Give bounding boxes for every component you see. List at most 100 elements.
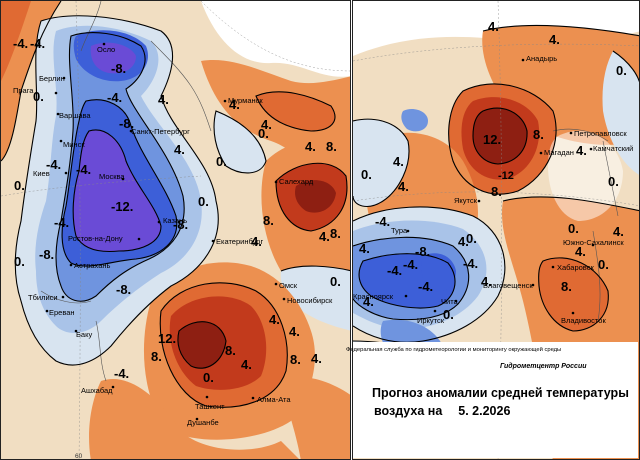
isotherm-label: 8. — [263, 213, 274, 228]
isotherm-label: -8. — [39, 247, 54, 262]
city-label: Санкт-Петербург — [131, 127, 190, 136]
isotherm-label: -4. — [76, 162, 91, 177]
oslo-deep-cold — [90, 42, 136, 74]
isotherm-label: 0. — [466, 231, 477, 246]
isotherm-label: 4. — [269, 312, 280, 327]
map-title-line2: воздуха на 5. 2.2026 — [374, 404, 510, 418]
moscow-deep-cold — [73, 130, 161, 252]
isotherm-label: -12. — [111, 199, 133, 214]
isotherm-label: 4. — [488, 19, 499, 34]
isotherm-label: -4. — [46, 157, 61, 172]
isotherm-label: 4. — [289, 324, 300, 339]
coastline-caspian — [95, 320, 107, 382]
isotherm-label: 4. — [261, 117, 272, 132]
very-hot-kazakhstan — [177, 321, 226, 369]
isotherm-label: 4. — [576, 143, 587, 158]
isotherm-label: 8. — [561, 279, 572, 294]
isotherm-label: 4. — [305, 139, 316, 154]
isotherm-label: 0. — [443, 307, 454, 322]
isotherm-label: -8. — [173, 217, 188, 232]
city-label: Владивосток — [561, 316, 606, 325]
isotherm-label: -4. — [403, 257, 418, 272]
city-label: Благовещенск — [483, 281, 533, 290]
city-label: Минск — [63, 140, 85, 149]
isotherm-label: -4. — [107, 90, 122, 105]
latitude-line — [353, 43, 639, 62]
city-label: Салехард — [279, 177, 314, 186]
city-label: Якутск — [454, 196, 478, 205]
pale-blue-kamchatka — [602, 51, 639, 175]
isotherm-labels-west: -4. -4. -8. 0. -4. -8. -4. -12. -8. -4. … — [13, 36, 341, 385]
isotherm-label: 12. — [483, 132, 501, 147]
city-label: Прага — [13, 86, 34, 95]
city-label: Душанбе — [187, 418, 219, 427]
agency-name: Федеральная служба по гидрометеорологии … — [346, 347, 562, 353]
city-label: Ашхабад — [81, 386, 113, 395]
legend-panel — [353, 342, 638, 458]
warmer-khabarovsk — [538, 257, 609, 331]
isotherm-lines — [1, 1, 350, 408]
title-prefix: воздуха на — [374, 404, 443, 418]
isotherm-label: -4. — [114, 366, 129, 381]
isotherm-label: 0. — [203, 370, 214, 385]
isotherm-label: 8. — [326, 139, 337, 154]
forecast-date: 5. 2.2026 — [458, 404, 511, 418]
very-hot-magadan — [473, 108, 528, 164]
brand-name: Гидрометцентр России — [500, 363, 587, 370]
isotherm-label: 4. — [241, 357, 252, 372]
isotherm-label: 4. — [229, 97, 240, 112]
isotherm-label: 0. — [568, 221, 579, 236]
warm-south — [89, 379, 299, 459]
city-label: Камчатский — [593, 144, 633, 153]
cities-east: Анадырь Петропавловск Камчатский Магадан… — [353, 54, 633, 325]
isotherm-label: 8. — [330, 226, 341, 241]
longitude-line — [75, 1, 81, 459]
isotherm-label: 4. — [613, 224, 624, 239]
warm-southeast — [281, 377, 350, 459]
city-label: Баку — [76, 330, 92, 339]
latitude-line — [1, 175, 202, 197]
isotherm-label: 12. — [158, 331, 176, 346]
very-hot-salekhard — [295, 180, 336, 213]
isotherm-label: 4. — [393, 154, 404, 169]
city-label: Анадырь — [526, 54, 557, 63]
isotherm-label: 8. — [225, 343, 236, 358]
city-label: Хабаровск — [557, 263, 594, 272]
coastline-black-sea — [40, 290, 92, 304]
isotherm-label: 0. — [258, 126, 269, 141]
west-map-panel: -4. -4. -8. 0. -4. -8. -4. -12. -8. -4. … — [0, 0, 351, 460]
city-label: Осло — [97, 45, 115, 54]
isotherm-label: -8. — [119, 116, 134, 131]
map-title-line1: Прогноз аномалии средней температуры — [372, 386, 629, 400]
warmer-murmansk-zone — [256, 91, 335, 131]
isotherm-label: 0. — [608, 174, 619, 189]
isotherm-label: -8. — [116, 282, 131, 297]
isotherm-label: -4. — [418, 279, 433, 294]
isotherm-label: 0. — [198, 194, 209, 209]
city-label: Екатеринбург — [216, 237, 263, 246]
isotherm-label: -4. — [13, 36, 28, 51]
isotherm-label: 0. — [330, 274, 341, 289]
isotherm-label: -4. — [375, 214, 390, 229]
city-label: Омск — [279, 281, 298, 290]
coastline-baltic — [150, 40, 212, 132]
isotherm-label: -4. — [54, 215, 69, 230]
isotherm-label: 0. — [14, 178, 25, 193]
city-label: Тбилиси — [28, 293, 58, 302]
city-label: Ташкент — [195, 402, 225, 411]
isotherm-labels-east: 4. 4. 0. 12. 8. -12 8. 4. 0. 0. 4. 4. 4.… — [359, 19, 627, 322]
city-label: Киев — [33, 169, 50, 178]
warmer-west-edge — [1, 1, 31, 81]
city-label: Мурманск — [228, 96, 263, 105]
cities-west: Осло Берлин Прага Варшава Минск Киев Мос… — [13, 42, 333, 427]
isotherm-label: -4. — [30, 36, 45, 51]
isotherm-label: -4. — [387, 263, 402, 278]
arctic-ocean — [201, 1, 350, 77]
isotherm-label: 8. — [533, 127, 544, 142]
isotherm-label: 0. — [14, 254, 25, 269]
city-label: Ростов-на-Дону — [68, 234, 123, 243]
pale-blue-arc — [214, 111, 266, 173]
isotherm-label: 4. — [398, 179, 409, 194]
pale-blue-tura — [353, 119, 409, 207]
isotherm-label: 0. — [361, 167, 372, 182]
